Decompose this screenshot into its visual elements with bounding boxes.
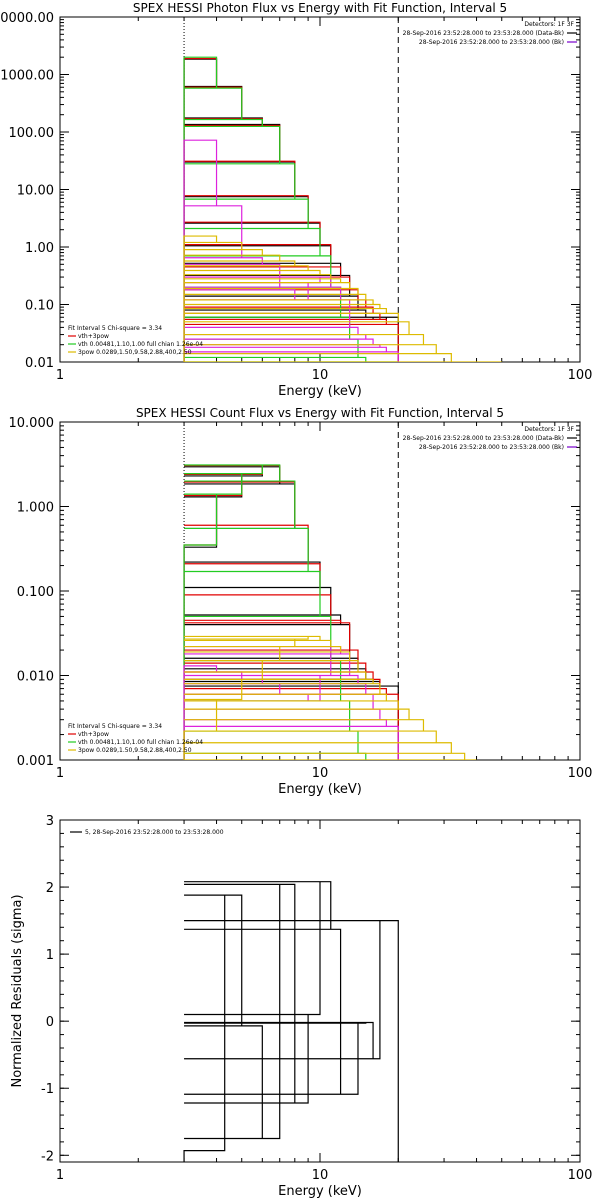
y-tick-label: 10.00 (17, 184, 54, 199)
x-axis-label: Energy (keV) (278, 384, 362, 399)
legend-top-entry: 28-Sep-2016 23:52:28.000 to 23:53:28.000… (403, 435, 564, 442)
x-tick-label: 1 (56, 766, 64, 781)
series-group (183, 464, 477, 760)
legend-top-entry: Detectors: 1F 3F (524, 426, 574, 433)
legend-bottom-entry: Fit Interval 5 Chi-square = 3.34 (68, 325, 162, 332)
y-tick-label: -2 (41, 1149, 54, 1164)
x-tick-label: 100 (568, 766, 593, 781)
y-tick-label: 0.100 (17, 585, 54, 600)
series-green-steps (183, 464, 367, 760)
chart-panel-2: SPEX HESSI Count Flux vs Energy with Fit… (9, 406, 593, 797)
legend-bottom-entry: vth+3pow (78, 333, 109, 340)
y-tick-label: 0.10 (25, 299, 54, 314)
chart-panel-3: 1 10 100 -2 -1 0 1 2 3 Energy (keV) Normalized Res… (10, 814, 592, 1199)
legend-top-entry: Detectors: 1F 3F (524, 21, 574, 28)
y-tick-label: 1.000 (17, 501, 54, 516)
series-black-steps (183, 881, 399, 1162)
y-tick-label: 100.00 (9, 126, 55, 141)
series-black-steps (183, 58, 399, 362)
x-axis-label: Energy (keV) (278, 782, 362, 797)
legend-top-entry: 28-Sep-2016 23:52:28.000 to 23:53:28.000… (403, 30, 564, 37)
legend-top-entry: 28-Sep-2016 23:52:28.000 to 23:53:28.000… (419, 444, 564, 451)
series-magenta-steps (183, 139, 399, 362)
legend-bottom-entry: 3pow 0.0289,1.50,9.58,2.88,400,2.50 (78, 349, 192, 356)
y-tick-label: 1000.00 (0, 69, 54, 84)
y-tick-label: 10.000 (9, 416, 55, 431)
x-tick-label: 100 (568, 368, 593, 383)
series-yellow-steps (183, 235, 502, 362)
y-tick-label: -1 (41, 1082, 54, 1097)
y-tick-label: 0.010 (17, 670, 54, 685)
y-axis-label: Normalized Residuals (sigma) (10, 894, 25, 1087)
y-tick-label: 3 (46, 814, 54, 829)
y-tick-label: 10000.00 (0, 11, 54, 26)
chart-title: SPEX HESSI Photon Flux vs Energy with Fi… (133, 1, 507, 15)
legend-left-entry: 5, 28-Sep-2016 23:52:28.000 to 23:53:28.… (85, 829, 224, 836)
legend-bottom-entry: 3pow 0.0289,1.50,9.58,2.88,400,2.50 (78, 747, 192, 754)
y-tick-label: 1 (46, 948, 54, 963)
series-group (183, 881, 399, 1162)
x-tick-label: 1 (56, 368, 64, 383)
legend-bottom-entry: vth+3pow (78, 731, 109, 738)
legend-bottom-entry: vth 0.00481,1.10,1.00 full chian 1.26e-0… (78, 341, 203, 348)
x-axis-label: Energy (keV) (278, 1184, 362, 1199)
chart-panel-1: SPEX HESSI Photon Flux vs Energy with Fi… (0, 1, 592, 399)
x-tick-label: 10 (312, 368, 329, 383)
y-tick-label: 0.001 (17, 754, 54, 769)
legend-top-entry: 28-Sep-2016 23:52:28.000 to 23:53:28.000… (419, 39, 564, 46)
y-tick-label: 2 (46, 881, 54, 896)
x-tick-label: 10 (312, 1168, 329, 1183)
y-tick-label: 1.00 (25, 241, 54, 256)
series-green-steps (183, 56, 399, 362)
x-tick-label: 1 (56, 1168, 64, 1183)
legend-bottom-entry: vth 0.00481,1.10,1.00 full chian 1.26e-0… (78, 739, 203, 746)
y-tick-label: 0.01 (25, 356, 54, 371)
legend-bottom-entry: Fit Interval 5 Chi-square = 3.34 (68, 723, 162, 730)
chart-title: SPEX HESSI Count Flux vs Energy with Fit… (136, 406, 504, 420)
x-tick-label: 100 (568, 1168, 593, 1183)
x-tick-label: 10 (312, 766, 329, 781)
series-group (183, 56, 502, 362)
series-yellow-steps (183, 635, 477, 760)
y-tick-label: 0 (46, 1015, 54, 1030)
